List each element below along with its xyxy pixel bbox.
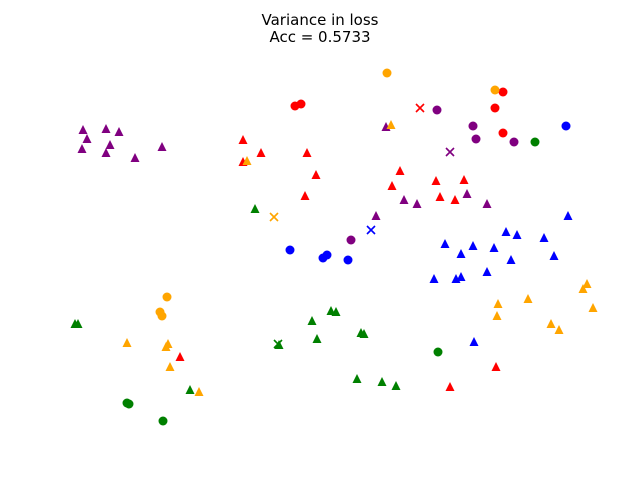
data-point-green-triangle-100: [377, 377, 387, 386]
data-point-blue-triangle-82: [451, 274, 461, 283]
data-point-blue-triangle-79: [482, 267, 492, 276]
data-point-blue-triangle-73: [440, 239, 450, 248]
data-point-red-triangle-35: [431, 176, 441, 185]
data-point-orange-circle-43: [490, 85, 500, 95]
data-point-purple-circle-18: [509, 137, 519, 147]
data-point-green-x-103: [273, 339, 283, 349]
data-point-purple-circle-19: [346, 235, 356, 245]
data-point-blue-triangle-72: [539, 233, 549, 242]
data-point-orange-triangle-57: [523, 294, 533, 303]
data-point-red-circle-22: [296, 99, 306, 109]
data-point-purple-triangle-6: [101, 148, 111, 157]
data-point-blue-triangle-75: [489, 243, 499, 252]
data-point-blue-triangle-78: [506, 255, 516, 264]
data-point-purple-triangle-4: [105, 140, 115, 149]
chart-subtitle: Acc = 0.5733: [269, 28, 371, 46]
data-point-purple-circle-15: [432, 105, 442, 115]
data-point-purple-triangle-13: [462, 189, 472, 198]
data-point-blue-circle-63: [561, 121, 571, 131]
data-point-red-circle-24: [498, 87, 508, 97]
data-point-red-triangle-39: [175, 352, 185, 361]
data-point-orange-x-62: [269, 212, 279, 222]
data-point-green-triangle-101: [391, 381, 401, 390]
data-point-red-triangle-34: [387, 181, 397, 190]
data-point-blue-circle-64: [285, 245, 295, 255]
data-point-blue-triangle-77: [549, 251, 559, 260]
data-point-green-circle-85: [433, 347, 443, 357]
data-point-green-triangle-94: [307, 316, 317, 325]
data-point-orange-triangle-52: [165, 362, 175, 371]
data-point-red-triangle-33: [395, 166, 405, 175]
data-point-orange-triangle-59: [492, 311, 502, 320]
data-point-blue-circle-67: [343, 255, 353, 265]
data-point-blue-triangle-71: [512, 230, 522, 239]
data-point-orange-triangle-49: [122, 338, 132, 347]
data-point-blue-triangle-81: [456, 272, 466, 281]
data-point-orange-triangle-53: [194, 387, 204, 396]
data-point-purple-triangle-3: [82, 134, 92, 143]
data-point-red-triangle-30: [302, 148, 312, 157]
data-point-red-triangle-37: [435, 192, 445, 201]
data-point-purple-triangle-7: [130, 153, 140, 162]
data-point-red-triangle-28: [256, 148, 266, 157]
data-point-red-triangle-40: [445, 382, 455, 391]
data-point-orange-triangle-56: [588, 303, 598, 312]
chart-title-block: Variance in loss Acc = 0.5733: [0, 12, 640, 46]
data-point-green-circle-84: [530, 137, 540, 147]
data-point-red-x-26: [415, 103, 425, 113]
data-point-purple-triangle-5: [77, 144, 87, 153]
data-point-purple-triangle-10: [371, 211, 381, 220]
data-point-purple-triangle-1: [101, 124, 111, 133]
data-point-orange-triangle-58: [493, 299, 503, 308]
data-point-purple-x-20: [445, 147, 455, 157]
data-point-red-triangle-31: [311, 170, 321, 179]
data-point-orange-circle-44: [162, 292, 172, 302]
data-point-blue-triangle-76: [456, 249, 466, 258]
data-point-orange-circle-46: [157, 311, 167, 321]
data-point-purple-triangle-12: [412, 199, 422, 208]
data-point-red-triangle-38: [450, 195, 460, 204]
data-point-orange-triangle-61: [554, 325, 564, 334]
data-point-orange-triangle-47: [386, 120, 396, 129]
data-point-purple-triangle-2: [114, 127, 124, 136]
data-point-orange-triangle-48: [242, 156, 252, 165]
data-point-green-circle-87: [124, 399, 134, 409]
data-point-green-triangle-91: [73, 319, 83, 328]
data-point-purple-circle-16: [468, 121, 478, 131]
data-point-purple-triangle-8: [157, 142, 167, 151]
data-point-purple-triangle-0: [78, 125, 88, 134]
data-point-orange-triangle-55: [578, 284, 588, 293]
data-point-red-circle-23: [490, 103, 500, 113]
data-point-red-triangle-27: [238, 135, 248, 144]
data-point-red-triangle-36: [459, 175, 469, 184]
data-point-purple-circle-17: [471, 134, 481, 144]
data-point-orange-triangle-51: [161, 342, 171, 351]
data-point-green-triangle-89: [250, 204, 260, 213]
data-point-green-triangle-93: [331, 307, 341, 316]
data-point-blue-triangle-83: [469, 337, 479, 346]
data-point-blue-x-68: [366, 225, 376, 235]
data-point-green-triangle-102: [185, 385, 195, 394]
data-point-orange-triangle-60: [546, 319, 556, 328]
data-point-purple-triangle-11: [399, 195, 409, 204]
chart-title: Variance in loss: [261, 11, 379, 29]
data-point-blue-triangle-74: [468, 241, 478, 250]
data-point-red-triangle-32: [300, 191, 310, 200]
data-point-purple-triangle-14: [482, 199, 492, 208]
data-point-green-triangle-97: [312, 334, 322, 343]
data-point-blue-circle-66: [318, 253, 328, 263]
data-point-green-circle-88: [158, 416, 168, 426]
data-point-red-triangle-41: [491, 362, 501, 371]
data-point-red-circle-25: [498, 128, 508, 138]
data-point-orange-circle-42: [382, 68, 392, 78]
data-point-green-triangle-96: [359, 329, 369, 338]
data-point-green-triangle-99: [352, 374, 362, 383]
data-point-blue-triangle-80: [429, 274, 439, 283]
data-point-orange-triangle-54: [582, 279, 592, 288]
data-point-blue-triangle-69: [563, 211, 573, 220]
data-point-blue-triangle-70: [501, 227, 511, 236]
